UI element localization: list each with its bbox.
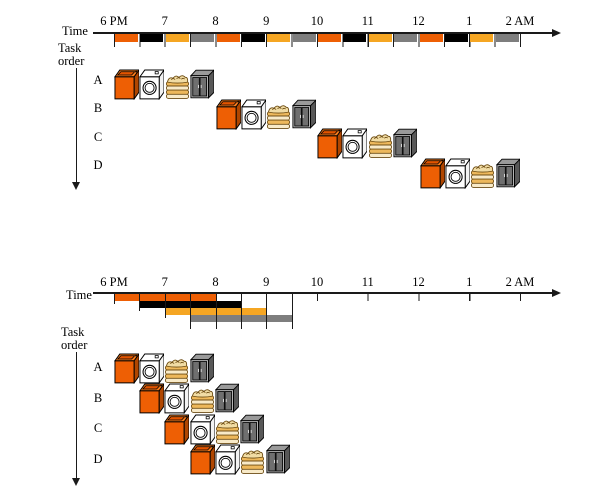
half-hour-tick (215, 292, 217, 329)
row-label-b: B (93, 101, 103, 116)
task-order-label-line1: Task (58, 41, 82, 55)
dryer-icon (342, 126, 367, 159)
row-label-b: B (93, 390, 103, 405)
storer-icon (496, 158, 520, 188)
time-axis-label: Time (66, 288, 92, 302)
stage-segment-dryer (444, 33, 468, 42)
hour-label-10: 10 (310, 14, 324, 28)
stage-segment-dryer (343, 33, 367, 42)
stage-segment-washer (115, 33, 138, 42)
task-order-arrowhead-icon (71, 478, 80, 486)
task-order-axis-line (75, 352, 77, 478)
washer-icon (114, 351, 139, 384)
dryer-icon (215, 442, 240, 475)
hour-label-7: 7 (161, 14, 168, 28)
task-order-label-line2: order (61, 338, 88, 352)
stage-segment-storer (495, 33, 519, 42)
sequential-load-row-d (420, 153, 522, 189)
dryer-icon (445, 156, 470, 189)
task-order-label-line1: Task (61, 325, 85, 339)
hour-label-9: 9 (263, 14, 270, 28)
hour-label-6pm: 6 PM (100, 14, 128, 28)
pipelined-load-row-d (190, 439, 292, 475)
washer-icon (114, 67, 139, 100)
folder-icon (240, 447, 265, 474)
half-hour-tick (291, 292, 293, 329)
row-label-a: A (93, 73, 103, 87)
task-order-axis-line (75, 68, 77, 182)
stage-segment-folder (267, 33, 291, 42)
storer-icon (393, 128, 417, 158)
washer-icon (139, 381, 164, 414)
hour-label-1: 1 (466, 14, 473, 28)
row-label-a: A (93, 360, 103, 374)
time-axis-arrowhead-icon (552, 28, 561, 37)
hour-label-11: 11 (361, 14, 374, 28)
folder-icon (266, 102, 291, 129)
half-hour-tick (164, 292, 166, 318)
hour-label-1: 1 (466, 275, 473, 289)
stage-segment-storer (394, 33, 418, 42)
row-label-c: C (93, 129, 103, 144)
hour-label-10: 10 (310, 275, 324, 289)
task-order-label-line2: order (58, 54, 85, 68)
hour-label-2am: 2 AM (505, 14, 535, 28)
hour-label-6pm: 6 PM (100, 275, 128, 289)
hour-label-12: 12 (412, 275, 425, 289)
stage-segment-folder (165, 33, 189, 42)
sequential-load-row-c (317, 123, 419, 159)
hour-label-2am: 2 AM (505, 275, 535, 289)
hour-label-8: 8 (212, 14, 219, 28)
stage-segment-folder (470, 33, 494, 42)
stage-segment-dryer (241, 33, 265, 42)
row-label-d: D (93, 451, 103, 466)
task-order-arrowhead-icon (71, 182, 80, 190)
storer-icon (190, 69, 214, 99)
sequential-load-row-b (216, 94, 318, 130)
folder-icon (368, 131, 393, 158)
row-label-d: D (93, 158, 103, 172)
half-hour-tick (240, 292, 242, 329)
stage-segment-folder (368, 33, 392, 42)
dryer-icon (241, 97, 266, 130)
hour-label-12: 12 (412, 14, 425, 28)
hour-label-11: 11 (361, 275, 374, 289)
stage-segment-washer (419, 33, 443, 42)
row-label-c: C (93, 421, 103, 436)
stage-segment-dryer (140, 33, 164, 42)
hour-label-9: 9 (263, 275, 270, 289)
storer-icon (266, 444, 290, 474)
washer-icon (420, 156, 445, 189)
folder-icon (165, 72, 190, 99)
washer-icon (164, 412, 189, 445)
folder-icon (470, 161, 495, 188)
dryer-icon (139, 67, 164, 100)
washer-icon (317, 126, 342, 159)
stage-segment-storer (292, 33, 316, 42)
storer-icon (292, 99, 316, 129)
washer-icon (190, 442, 215, 475)
stage-segment-storer (191, 33, 215, 42)
time-axis-line (93, 32, 553, 34)
stage-segment-washer (216, 33, 240, 42)
half-hour-tick (114, 292, 115, 304)
washer-icon (216, 97, 241, 130)
time-axis-arrowhead-icon (552, 288, 561, 297)
half-hour-tick (139, 292, 141, 311)
time-axis-label: Time (62, 24, 88, 38)
stage-segment-washer (318, 33, 341, 42)
hour-ticks (317, 292, 522, 301)
sequential-load-row-a (114, 64, 216, 100)
half-hour-tick (190, 292, 192, 329)
hour-label-7: 7 (161, 275, 168, 289)
half-hour-tick (266, 292, 268, 329)
hour-label-8: 8 (212, 275, 219, 289)
